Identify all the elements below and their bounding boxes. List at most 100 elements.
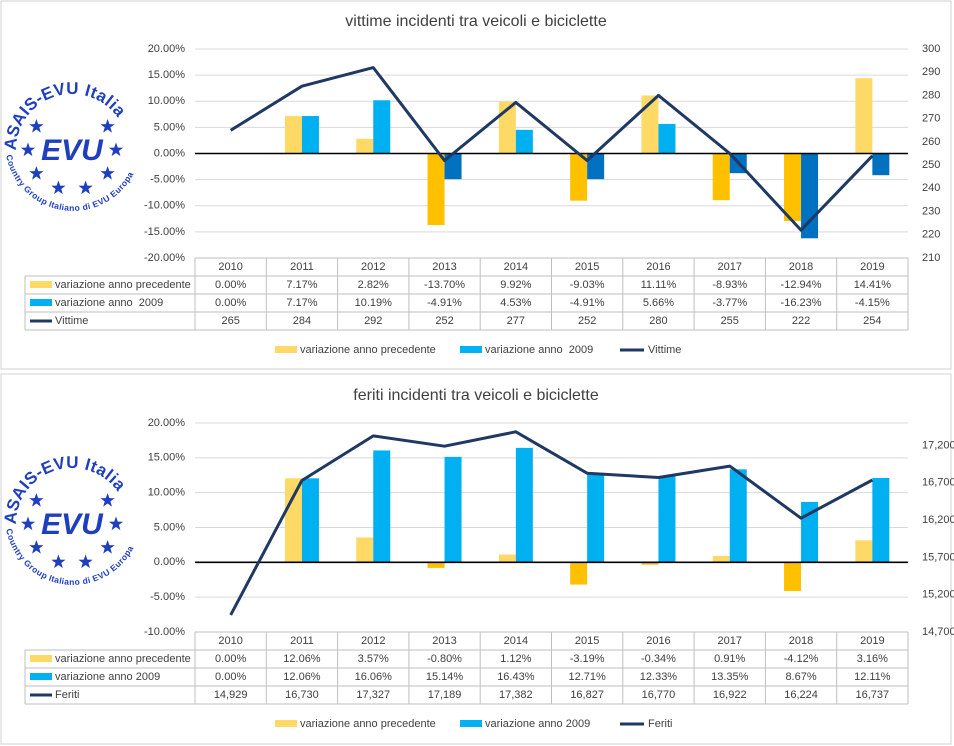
logo-star	[51, 180, 66, 195]
logo-center: EVU	[41, 134, 104, 167]
logo-star	[20, 142, 36, 157]
logo-star	[100, 493, 115, 507]
logo-star	[51, 554, 66, 569]
table-cell: 16,922	[713, 689, 747, 701]
table-cell: 3.16%	[857, 653, 888, 665]
table-cell: 16.43%	[497, 671, 535, 683]
bar	[498, 554, 516, 563]
table-cell: -4.15%	[855, 297, 890, 309]
table-cell: 16,224	[784, 689, 818, 701]
table-cell: 12.11%	[854, 671, 891, 683]
table-cell: 14.41%	[854, 279, 892, 291]
table-cell: -0.34%	[641, 653, 676, 665]
y2-tick-label: 15,200	[922, 589, 954, 601]
bar	[729, 469, 747, 563]
bar	[284, 116, 302, 154]
table-cell: 3.57%	[358, 653, 389, 665]
table-cell: 1.12%	[500, 653, 531, 665]
table-cell: 16,827	[570, 689, 604, 701]
table-cell: -4.91%	[427, 297, 462, 309]
x-tick-label: 2010	[218, 261, 242, 273]
bar	[356, 537, 374, 563]
table-cell: 9.92%	[500, 279, 531, 291]
y2-tick-label: 17,200	[922, 439, 954, 451]
y-tick-label: 0.00%	[154, 147, 185, 159]
table-cell: 13.35%	[711, 671, 749, 683]
y-tick-label: -10.00%	[144, 200, 185, 212]
x-tick-label: 2017	[718, 261, 742, 273]
table-cell: -16.23%	[781, 297, 822, 309]
y2-tick-label: 210	[922, 252, 940, 264]
table-cell: 0.00%	[215, 653, 246, 665]
panel	[0, 373, 952, 745]
x-tick-label: 2016	[646, 635, 670, 647]
logo-star	[108, 142, 124, 157]
table-cell: 16,730	[285, 689, 319, 701]
logo-star	[29, 540, 44, 554]
bar	[444, 153, 462, 180]
bar	[855, 540, 873, 563]
table-cell: -13.70%	[424, 279, 465, 291]
table-cell: -9.03%	[570, 279, 605, 291]
table-cell: 15.14%	[426, 671, 464, 683]
x-tick-label: 2012	[361, 635, 385, 647]
table-row-label: variazione anno precedente	[55, 653, 191, 665]
bar	[587, 153, 605, 180]
logo-star	[29, 119, 44, 133]
bar	[658, 123, 676, 154]
table-cell: 10.19%	[355, 297, 393, 309]
bar	[515, 447, 533, 563]
y-tick-label: 20.00%	[148, 43, 186, 55]
table-cell: 280	[649, 315, 667, 327]
legend-label: variazione anno 2009	[485, 344, 593, 356]
table-cell: 12.06%	[283, 671, 321, 683]
y-tick-label: 20.00%	[148, 417, 186, 429]
y2-tick-label: 280	[922, 89, 940, 101]
table-cell: 7.17%	[286, 279, 317, 291]
table-cell: 2.82%	[358, 279, 389, 291]
table-cell: 8.67%	[785, 671, 816, 683]
bar	[373, 450, 391, 563]
table-row-label: variazione anno precedente	[55, 279, 191, 291]
bar	[641, 95, 659, 154]
bar	[872, 477, 890, 563]
bar	[658, 476, 676, 563]
bar	[712, 555, 730, 563]
bar	[515, 129, 533, 154]
table-cell: 16.06%	[355, 671, 393, 683]
y-tick-label: 5.00%	[154, 521, 185, 533]
bar	[356, 138, 374, 154]
x-tick-label: 2014	[504, 261, 528, 273]
chart-title: feriti incidenti tra veicoli e biciclett…	[353, 387, 599, 404]
table-row-label: Vittime	[55, 315, 88, 327]
table-cell: 292	[364, 315, 382, 327]
y-tick-label: 10.00%	[148, 95, 186, 107]
legend-swatch	[30, 673, 52, 680]
y2-tick-label: 220	[922, 229, 940, 241]
table-cell: 5.66%	[643, 297, 674, 309]
bar	[284, 478, 302, 563]
logo-star	[100, 119, 115, 133]
bar	[427, 153, 445, 226]
table-cell: 252	[435, 315, 453, 327]
table-cell: -12.94%	[781, 279, 822, 291]
y2-tick-label: 260	[922, 136, 940, 148]
table-cell: 0.00%	[215, 297, 246, 309]
table-cell: 12.33%	[640, 671, 678, 683]
legend-swatch	[30, 281, 52, 288]
legend-label: Vittime	[648, 344, 681, 356]
table-cell: -0.80%	[427, 653, 462, 665]
logo-star	[78, 554, 93, 569]
logo-star	[29, 166, 44, 180]
logo-center: EVU	[41, 508, 104, 541]
y2-tick-label: 270	[922, 113, 940, 125]
bar	[784, 153, 802, 222]
y-tick-label: -10.00%	[144, 626, 185, 638]
legend-swatch	[275, 720, 297, 727]
legend-swatch	[30, 299, 52, 306]
bar	[570, 562, 588, 585]
line	[229, 66, 874, 232]
table-cell: 284	[293, 315, 311, 327]
table-cell: 12.71%	[568, 671, 606, 683]
y2-tick-label: 14,700	[922, 626, 954, 638]
